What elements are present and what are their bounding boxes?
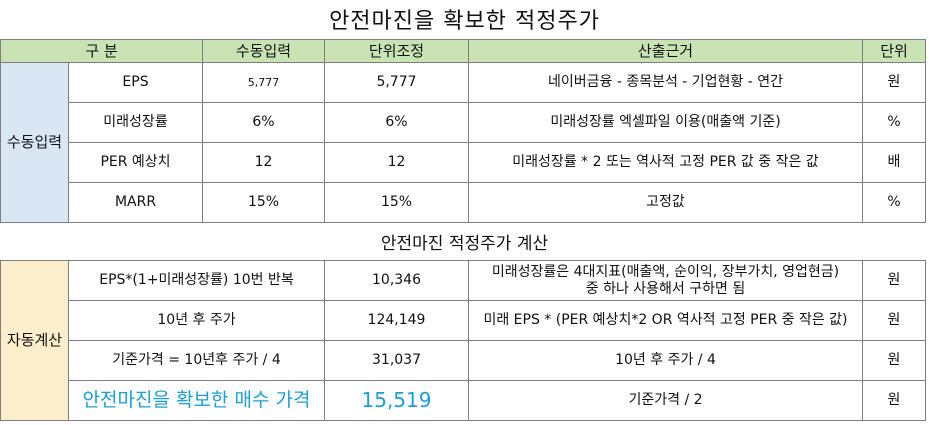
row-label: PER 예상치 [68, 142, 203, 183]
adjusted-value: 12 [324, 142, 469, 183]
table-row: 안전마진을 확보한 매수 가격 15,519 기준가격 / 2 원 [1, 380, 926, 421]
manual-input-cell[interactable]: 12 [202, 142, 325, 183]
table-row: PER 예상치 12 12 미래성장률 * 2 또는 역사적 고정 PER 값 … [1, 142, 926, 183]
table-row: 10년 후 주가 124,149 미래 EPS * (PER 예상치*2 OR … [1, 300, 926, 341]
manual-input-cell[interactable]: 6% [202, 102, 325, 143]
unit-text: % [862, 102, 926, 143]
header-unit: 단위 [862, 39, 926, 63]
row-label: EPS*(1+미래성장률) 10번 반복 [68, 260, 325, 301]
unit-text: 원 [862, 260, 926, 301]
row-label: 10년 후 주가 [68, 300, 325, 341]
header-unit-adjust: 단위조정 [324, 39, 469, 63]
unit-text: 배 [862, 142, 926, 183]
unit-text: 원 [862, 380, 926, 421]
calc-value: 124,149 [324, 300, 469, 341]
unit-text: 원 [862, 340, 926, 381]
adjusted-value: 6% [324, 102, 469, 143]
table-row: 기준가격 = 10년후 주가 / 4 31,037 10년 후 주가 / 4 원 [1, 340, 926, 381]
manual-input-cell[interactable]: 5,777 [202, 62, 325, 103]
basis-text: 10년 후 주가 / 4 [468, 340, 863, 381]
table-row: MARR 15% 15% 고정값 % [1, 182, 926, 223]
calc-value: 10,346 [324, 260, 469, 301]
buy-price-label: 안전마진을 확보한 매수 가격 [68, 380, 325, 421]
manual-input-cell[interactable]: 15% [202, 182, 325, 223]
header-manual: 수동입력 [202, 39, 325, 63]
header-gubun: 구 분 [0, 39, 203, 63]
row-label: 미래성장률 [68, 102, 203, 143]
basis-text: 미래성장률 엑셀파일 이용(매출액 기준) [468, 102, 863, 143]
header-row: 구 분 수동입력 단위조정 산출근거 단위 [0, 39, 926, 63]
row-label: MARR [68, 182, 203, 223]
auto-calc-table: 자동계산 EPS*(1+미래성장률) 10번 반복 10,346 미래성장률은 … [0, 260, 926, 421]
basis-text: 고정값 [468, 182, 863, 223]
unit-text: % [862, 182, 926, 223]
basis-text: 네이버금융 - 종목분석 - 기업현황 - 연간 [468, 62, 863, 103]
table-row: 자동계산 EPS*(1+미래성장률) 10번 반복 10,346 미래성장률은 … [0, 260, 926, 421]
table-row: 미래성장률 6% 6% 미래성장률 엑셀파일 이용(매출액 기준) % [1, 102, 926, 143]
table-row: 수동입력 EPS 5,777 5,777 네이버금융 - 종목분석 - 기업현황… [0, 62, 926, 223]
unit-text: 원 [862, 300, 926, 341]
row-label: 기준가격 = 10년후 주가 / 4 [68, 340, 325, 381]
adjusted-value: 5,777 [324, 62, 469, 103]
auto-group-label: 자동계산 [0, 260, 69, 421]
basis-text: 미래성장률은 4대지표(매출액, 순이익, 장부가치, 영업현금) 중 하나 사… [468, 260, 863, 301]
basis-text: 기준가격 / 2 [468, 380, 863, 421]
manual-input-table: 구 분 수동입력 단위조정 산출근거 단위 수동입력 EPS 5,777 5,7… [0, 39, 926, 223]
header-basis: 산출근거 [468, 39, 863, 63]
basis-line: 중 하나 사용해서 구하면 됨 [585, 280, 746, 297]
manual-group-label: 수동입력 [0, 62, 69, 223]
page-title: 안전마진을 확보한 적정주가 [329, 9, 600, 34]
adjusted-value: 15% [324, 182, 469, 223]
unit-text: 원 [862, 62, 926, 103]
calc-value: 31,037 [324, 340, 469, 381]
basis-line: 미래성장률은 4대지표(매출액, 순이익, 장부가치, 영업현금) [491, 263, 840, 280]
basis-text: 미래 EPS * (PER 예상치*2 OR 역사적 고정 PER 중 작은 값… [468, 300, 863, 341]
buy-price-value: 15,519 [324, 380, 469, 421]
section-subtitle: 안전마진 적정주가 계산 [380, 233, 549, 254]
basis-text: 미래성장률 * 2 또는 역사적 고정 PER 값 중 작은 값 [468, 142, 863, 183]
row-label: EPS [68, 62, 203, 103]
